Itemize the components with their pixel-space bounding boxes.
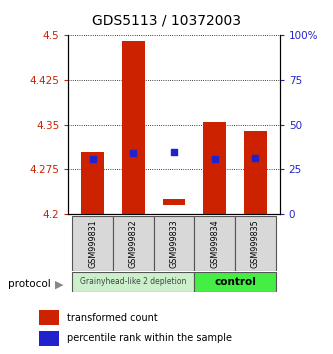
Point	[171, 149, 176, 154]
Bar	[163, 199, 185, 205]
Text: GSM999833: GSM999833	[169, 219, 178, 268]
Text: GDS5113 / 10372003: GDS5113 / 10372003	[92, 13, 241, 28]
Text: ▶: ▶	[55, 279, 63, 289]
Bar	[39, 310, 59, 325]
Text: control: control	[214, 277, 256, 287]
Bar	[72, 216, 113, 271]
Text: protocol: protocol	[8, 279, 51, 289]
Bar	[39, 331, 59, 346]
Point	[90, 156, 95, 161]
Bar	[194, 272, 276, 292]
Text: Grainyhead-like 2 depletion: Grainyhead-like 2 depletion	[80, 277, 186, 286]
Bar	[113, 216, 154, 271]
Bar	[194, 216, 235, 271]
Text: GSM999835: GSM999835	[251, 219, 260, 268]
Text: GSM999834: GSM999834	[210, 219, 219, 268]
Bar	[82, 152, 104, 214]
Point	[253, 155, 258, 160]
Text: transformed count: transformed count	[67, 313, 158, 323]
Text: percentile rank within the sample: percentile rank within the sample	[67, 333, 232, 343]
Bar	[203, 122, 226, 214]
Bar	[154, 216, 194, 271]
Text: GSM999831: GSM999831	[88, 219, 97, 268]
Bar	[235, 216, 276, 271]
Bar	[244, 131, 266, 214]
Point	[212, 156, 217, 161]
Point	[131, 150, 136, 156]
Bar	[122, 41, 145, 214]
Bar	[72, 272, 194, 292]
Text: GSM999832: GSM999832	[129, 219, 138, 268]
